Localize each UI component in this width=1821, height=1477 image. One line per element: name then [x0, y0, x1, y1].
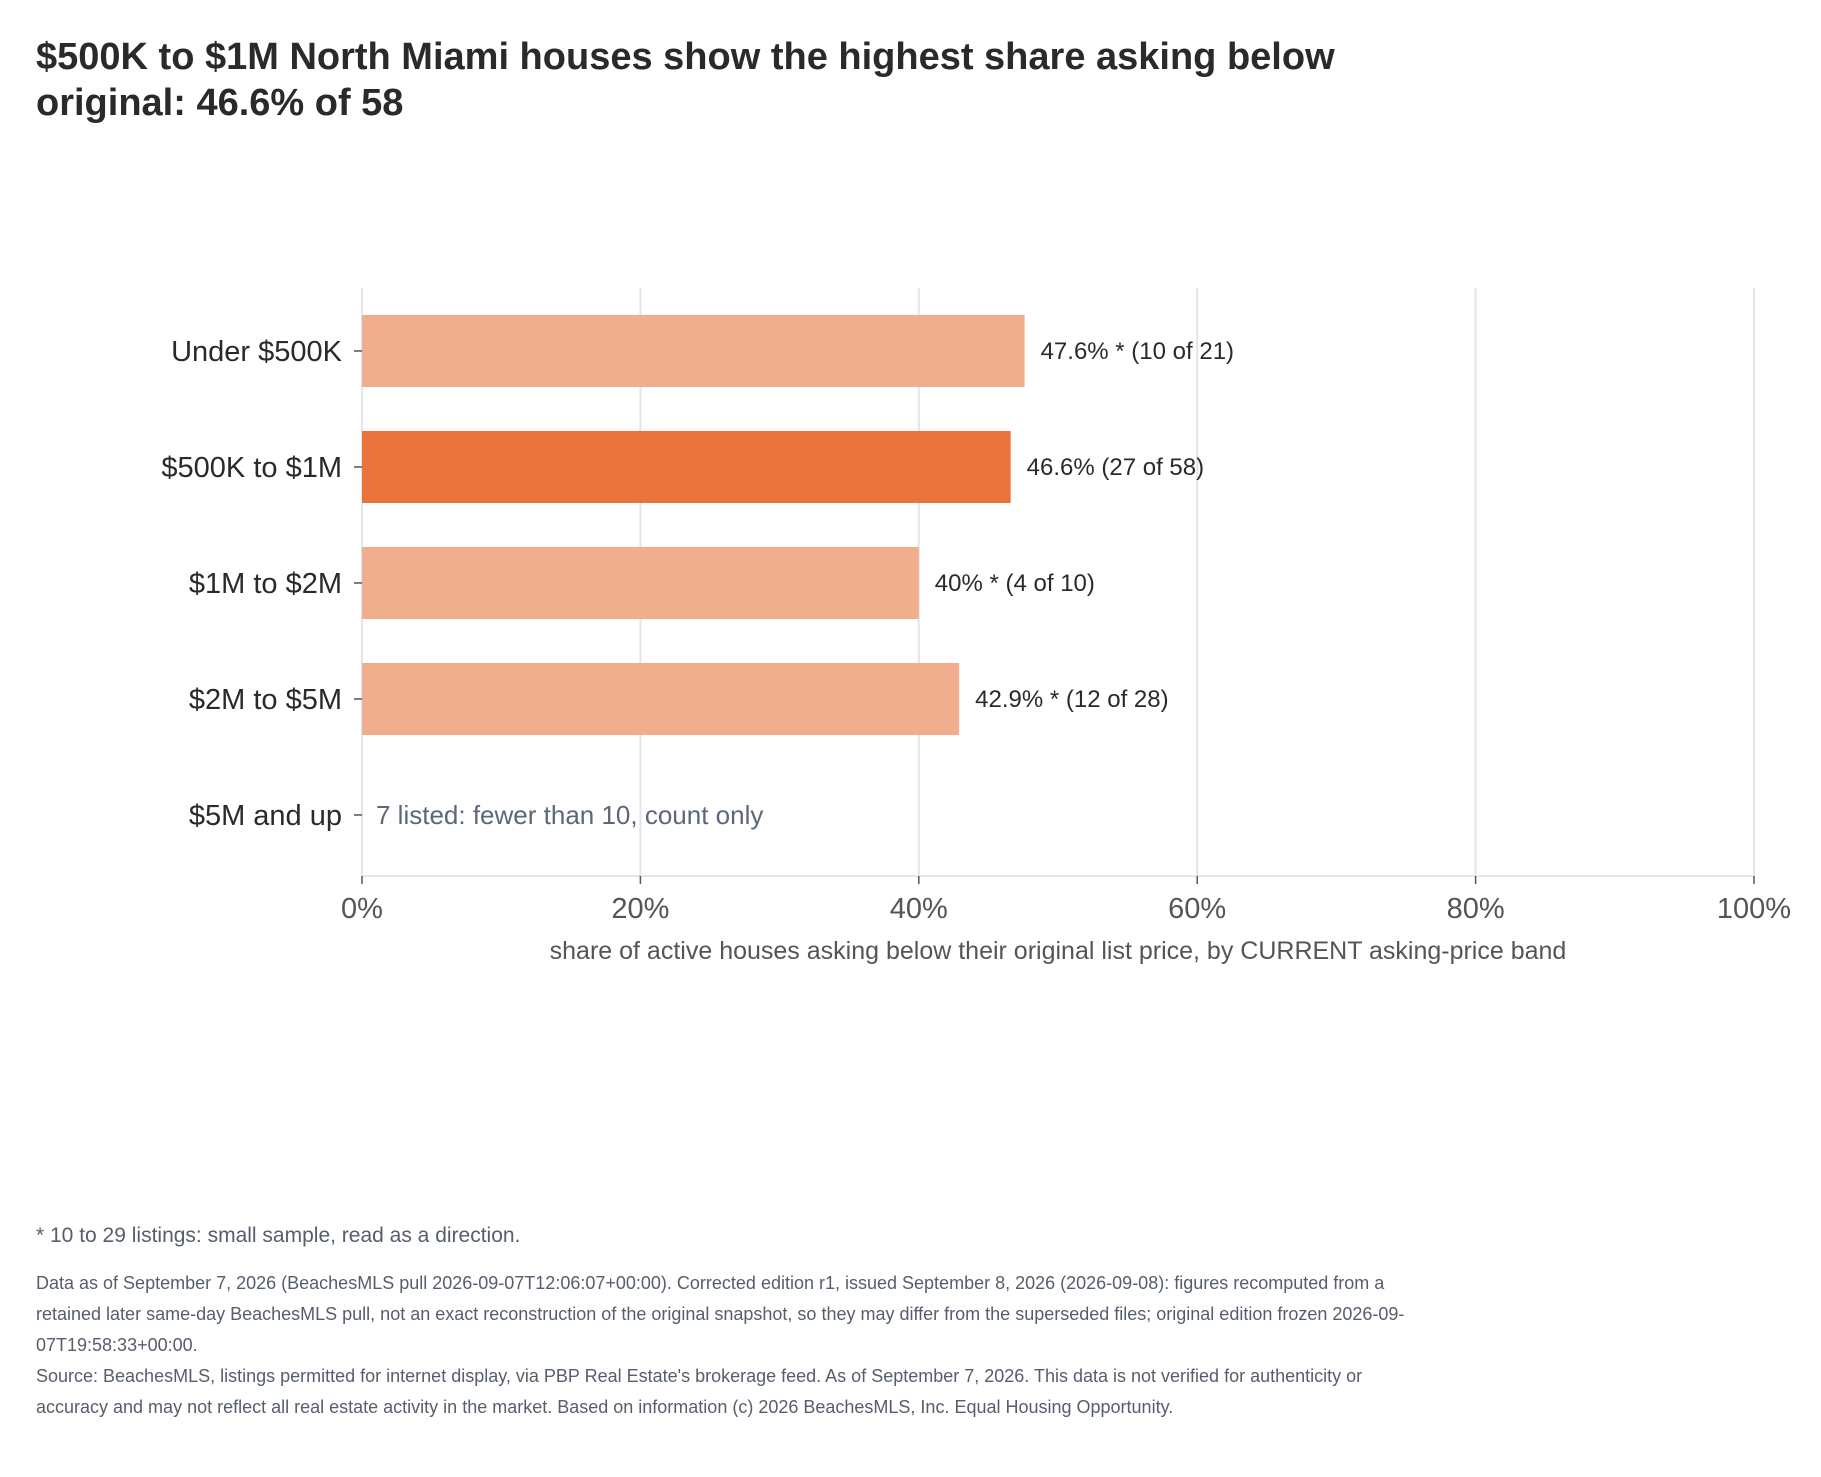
bar: [362, 431, 1011, 503]
source-notes: Data as of September 7, 2026 (BeachesMLS…: [36, 1268, 1406, 1423]
x-tick-label: 100%: [1717, 893, 1791, 925]
y-tick-label: $5M and up: [189, 800, 342, 832]
chart-title: $500K to $1M North Miami houses show the…: [36, 36, 1335, 124]
x-tick-label: 60%: [1168, 893, 1226, 925]
bar: [362, 547, 919, 619]
y-tick-label: $2M to $5M: [189, 684, 342, 716]
x-axis-title: share of active houses asking below thei…: [550, 937, 1567, 965]
x-tick-label: 80%: [1447, 893, 1505, 925]
data-label: 42.9% * (12 of 28): [975, 686, 1168, 713]
data-label: 40% * (4 of 10): [935, 570, 1095, 597]
bar-chart: 0% 20% 40% 60% 80% 100% share of active houses…: [161, 288, 1791, 965]
x-tick-label: 20%: [611, 893, 669, 925]
source-note: Source: BeachesMLS, listings permitted f…: [36, 1366, 1363, 1417]
x-tick-label: 0%: [341, 893, 383, 925]
data-label: 47.6% * (10 of 21): [1041, 338, 1234, 365]
y-tick-label: $1M to $2M: [189, 568, 342, 600]
bar: [362, 315, 1025, 387]
chart-area: 0% 20% 40% 60% 80% 100% share of active houses…: [161, 288, 1791, 965]
count-only-note: 7 listed: fewer than 10, count only: [376, 800, 763, 830]
bar: [362, 663, 960, 735]
y-tick-label: Under $500K: [171, 336, 343, 368]
y-tick-label: $500K to $1M: [161, 452, 342, 484]
data-label: 46.6% (27 of 58): [1027, 454, 1204, 481]
data-note: Data as of September 7, 2026 (BeachesMLS…: [36, 1273, 1405, 1355]
x-tick-label: 40%: [890, 893, 948, 925]
small-sample-footnote: * 10 to 29 listings: small sample, read …: [36, 1224, 521, 1247]
